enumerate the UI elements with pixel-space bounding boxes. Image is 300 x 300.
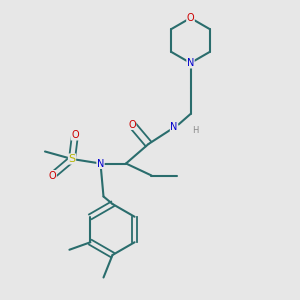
- Text: S: S: [68, 154, 76, 164]
- Text: N: N: [170, 122, 178, 133]
- Text: O: O: [49, 170, 56, 181]
- Text: N: N: [187, 58, 194, 68]
- Text: N: N: [97, 158, 104, 169]
- Text: O: O: [71, 130, 79, 140]
- Text: O: O: [128, 119, 136, 130]
- Text: H: H: [192, 126, 198, 135]
- Text: O: O: [187, 13, 194, 23]
